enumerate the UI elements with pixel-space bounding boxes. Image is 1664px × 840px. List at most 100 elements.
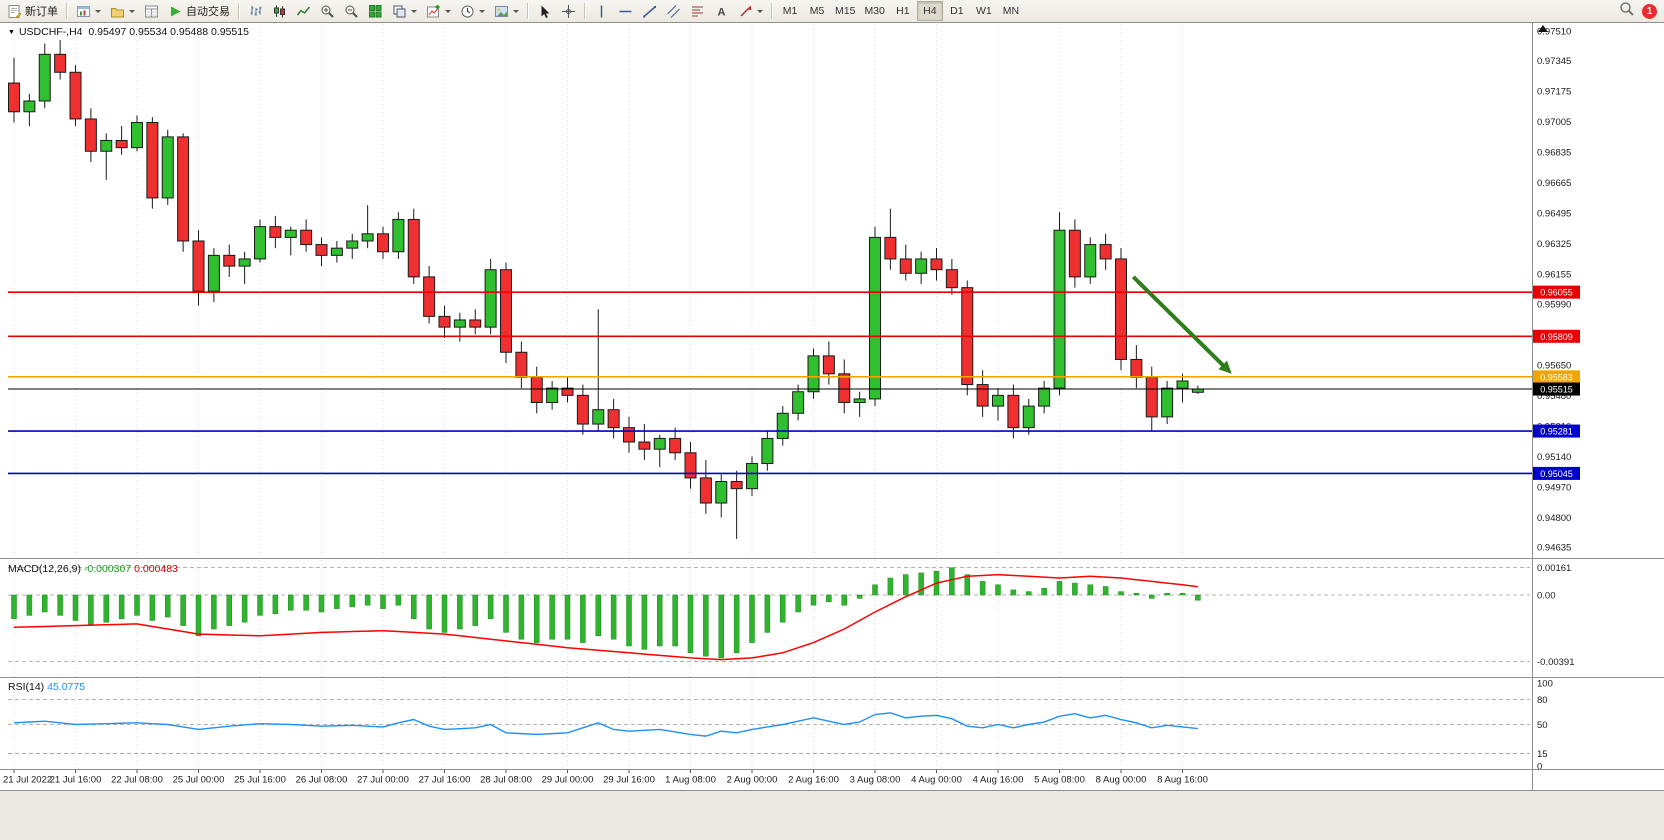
- svg-text:5 Aug 08:00: 5 Aug 08:00: [1034, 775, 1085, 786]
- svg-text:0.97175: 0.97175: [1537, 87, 1571, 98]
- svg-text:0.96835: 0.96835: [1537, 148, 1571, 159]
- vertical-line-icon: [594, 4, 609, 19]
- toolbar-right-cluster: 1: [1619, 1, 1664, 22]
- svg-text:0.95140: 0.95140: [1537, 452, 1571, 463]
- svg-text:3 Aug 08:00: 3 Aug 08:00: [850, 775, 901, 786]
- price-level-badge: [1533, 370, 1580, 384]
- price-level-badge: [1533, 466, 1580, 480]
- svg-text:28 Jul 08:00: 28 Jul 08:00: [480, 775, 532, 786]
- toolbar-separator: [584, 3, 586, 19]
- svg-text:0.95045: 0.95045: [1540, 469, 1573, 479]
- vertical-line-tool-button[interactable]: [590, 1, 613, 21]
- profiles-icon: [110, 4, 125, 19]
- price-level-badge: [1533, 329, 1580, 343]
- channel-tool-button[interactable]: [662, 1, 685, 21]
- horizontal-line-icon: [618, 4, 633, 19]
- fibonacci-icon: [690, 4, 705, 19]
- cursor-tool-button[interactable]: [533, 1, 556, 21]
- svg-text:0.97005: 0.97005: [1537, 117, 1571, 128]
- new-chart-button[interactable]: [72, 1, 105, 21]
- arrow-tool-icon: [738, 4, 753, 19]
- timeframe-h1-button[interactable]: H1: [890, 1, 916, 21]
- cursor-icon: [537, 4, 552, 19]
- new-order-label: 新订单: [25, 6, 58, 18]
- market-watch-button[interactable]: [140, 1, 163, 21]
- svg-text:0.94970: 0.94970: [1537, 482, 1571, 493]
- text-tool-button[interactable]: A: [710, 1, 733, 21]
- indicators-button[interactable]: [422, 1, 455, 21]
- svg-text:25 Jul 00:00: 25 Jul 00:00: [173, 775, 225, 786]
- timeframe-m15-button[interactable]: M15: [831, 1, 859, 21]
- svg-text:0.95990: 0.95990: [1537, 299, 1571, 310]
- timeframe-h4-button[interactable]: H4: [916, 1, 943, 21]
- notification-badge[interactable]: 1: [1642, 3, 1657, 19]
- toolbar-separator: [66, 3, 68, 19]
- macd-panel: 0.00161 0.00 -0.00391: [8, 563, 1575, 668]
- autotrading-label: 自动交易: [186, 6, 230, 18]
- timeframe-d1-button[interactable]: D1: [944, 1, 970, 21]
- svg-text:2 Aug 16:00: 2 Aug 16:00: [788, 775, 839, 786]
- play-icon: [168, 4, 183, 19]
- periods-button[interactable]: [456, 1, 489, 21]
- timeframe-m1-button[interactable]: M1: [777, 1, 803, 21]
- collapse-triangle-icon[interactable]: ▼: [8, 29, 15, 36]
- tile-windows-button[interactable]: [364, 1, 387, 21]
- profiles-button[interactable]: [106, 1, 139, 21]
- svg-text:29 Jul 00:00: 29 Jul 00:00: [542, 775, 594, 786]
- cascade-windows-icon: [392, 4, 407, 19]
- market-watch-icon: [144, 4, 159, 19]
- svg-text:15: 15: [1537, 749, 1548, 760]
- trendline-tool-button[interactable]: [638, 1, 661, 21]
- timeframe-m5-button[interactable]: M5: [804, 1, 830, 21]
- svg-text:21 Jul 16:00: 21 Jul 16:00: [50, 775, 102, 786]
- horizontal-line-tool-button[interactable]: [614, 1, 637, 21]
- new-order-button[interactable]: 新订单: [3, 1, 62, 21]
- indicators-icon: [426, 4, 441, 19]
- timeframe-m30-button[interactable]: M30: [860, 1, 888, 21]
- templates-button[interactable]: [490, 1, 523, 21]
- zoom-out-button[interactable]: [340, 1, 363, 21]
- svg-text:8 Aug 00:00: 8 Aug 00:00: [1096, 775, 1147, 786]
- svg-text:-0.00391: -0.00391: [1537, 657, 1575, 668]
- search-icon[interactable]: [1619, 1, 1635, 22]
- bottom-strip: [0, 791, 1664, 840]
- crosshair-tool-button[interactable]: [557, 1, 580, 21]
- main-toolbar: 新订单 自动交易: [0, 0, 1664, 22]
- svg-text:0.94635: 0.94635: [1537, 543, 1571, 554]
- ohlc-bars-icon: [248, 4, 263, 19]
- fibonacci-tool-button[interactable]: [686, 1, 709, 21]
- svg-text:0.97345: 0.97345: [1537, 56, 1571, 67]
- svg-text:0.95515: 0.95515: [1540, 385, 1573, 395]
- line-chart-mode-button[interactable]: [292, 1, 315, 21]
- scale-marker[interactable]: [1538, 25, 1548, 32]
- chart-plot-area[interactable]: [0, 22, 1664, 791]
- chevron-down-icon: [411, 9, 417, 13]
- svg-text:22 Jul 08:00: 22 Jul 08:00: [111, 775, 163, 786]
- chevron-down-icon: [479, 9, 485, 13]
- autotrading-button[interactable]: 自动交易: [164, 1, 234, 21]
- svg-text:0.00161: 0.00161: [1537, 563, 1571, 574]
- timeframe-mn-button[interactable]: MN: [998, 1, 1024, 21]
- arrows-tool-button[interactable]: [734, 1, 767, 21]
- svg-text:0.00: 0.00: [1537, 591, 1556, 602]
- cascade-windows-button[interactable]: [388, 1, 421, 21]
- bar-chart-mode-button[interactable]: [244, 1, 267, 21]
- svg-text:0.96325: 0.96325: [1537, 239, 1571, 250]
- zoom-in-button[interactable]: [316, 1, 339, 21]
- svg-text:0.96665: 0.96665: [1537, 178, 1571, 189]
- svg-text:0.97510: 0.97510: [1537, 27, 1571, 38]
- svg-text:0.96055: 0.96055: [1540, 288, 1573, 298]
- trend-arrow[interactable]: [1131, 275, 1228, 370]
- svg-text:0.95281: 0.95281: [1540, 427, 1573, 437]
- svg-text:0.95583: 0.95583: [1540, 372, 1573, 382]
- timeframe-w1-button[interactable]: W1: [971, 1, 997, 21]
- candlestick-mode-button[interactable]: [268, 1, 291, 21]
- clock-icon: [460, 4, 475, 19]
- svg-text:0.95809: 0.95809: [1540, 332, 1573, 342]
- candlestick-icon: [272, 4, 287, 19]
- chevron-down-icon: [95, 9, 101, 13]
- template-image-icon: [494, 4, 509, 19]
- svg-text:1 Aug 08:00: 1 Aug 08:00: [665, 775, 716, 786]
